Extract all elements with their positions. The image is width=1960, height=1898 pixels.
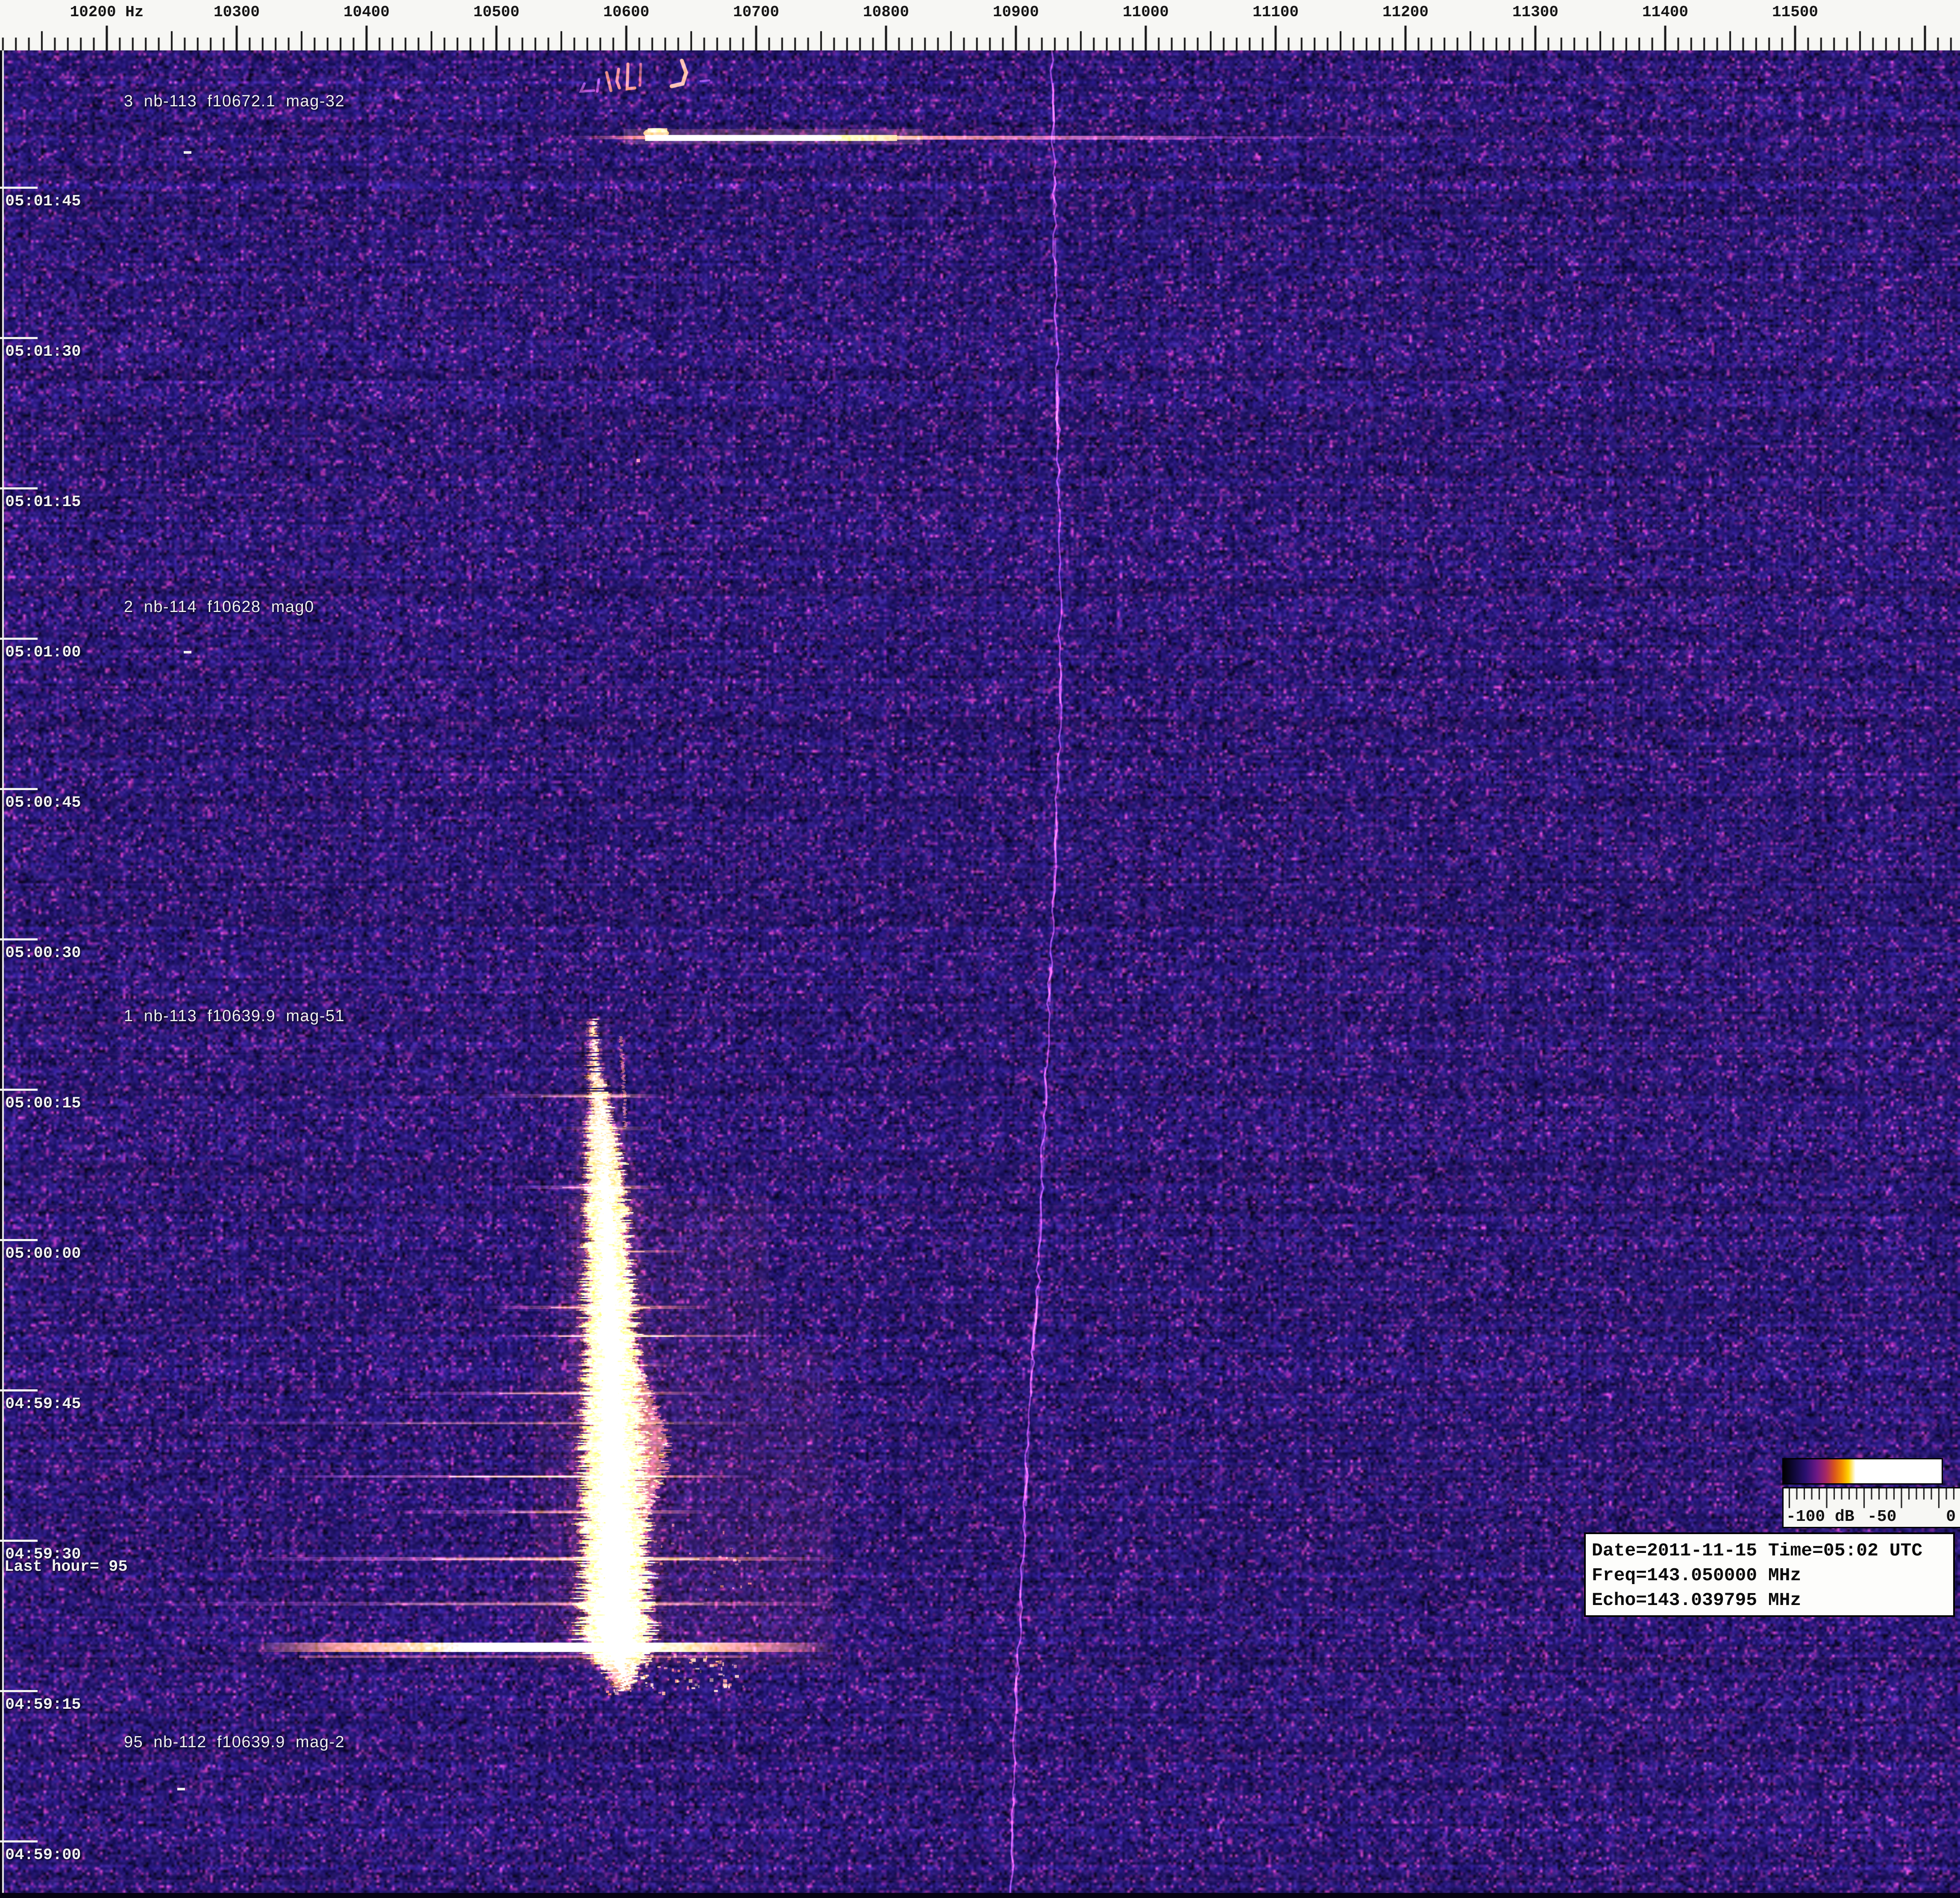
db-colorbar-scale: -100 dB -50 0 xyxy=(1782,1487,1960,1528)
time-tick-label: 05:00:45 xyxy=(5,794,81,812)
db-min-label: -100 dB xyxy=(1786,1508,1854,1526)
time-tick-label: 04:59:45 xyxy=(5,1395,81,1413)
freq-tick-label: 10800 xyxy=(863,3,909,21)
freq-tick-label: 10400 xyxy=(343,3,390,21)
meteor-event-label: 3 nb-113 f10672.1 mag-32 xyxy=(124,92,345,111)
freq-tick-label: 11100 xyxy=(1253,3,1299,21)
meteor-event-label: 1 nb-113 f10639.9 mag-51 xyxy=(124,1007,345,1025)
time-tick-label: 05:01:45 xyxy=(5,193,81,211)
meteor-event-dash xyxy=(184,151,191,154)
freq-tick-label: 10600 xyxy=(603,3,649,21)
time-tick-label: 04:59:15 xyxy=(5,1696,81,1714)
time-tick-mark xyxy=(0,1840,38,1842)
time-tick-mark xyxy=(0,1690,38,1692)
freq-tick-label: 11000 xyxy=(1123,3,1169,21)
time-tick-label: 05:00:15 xyxy=(5,1095,81,1113)
freq-tick-label: 11300 xyxy=(1512,3,1558,21)
time-tick-mark xyxy=(0,1089,38,1091)
time-tick-mark xyxy=(0,638,38,640)
freq-tick-label: 11200 xyxy=(1382,3,1429,21)
meteor-event-label: 95 nb-112 f10639.9 mag-2 xyxy=(124,1733,345,1752)
db-max-label: 0 xyxy=(1946,1508,1956,1526)
last-hour-counter: Last hour= 95 xyxy=(4,1558,128,1576)
freq-tick-label: 10900 xyxy=(993,3,1039,21)
time-tick-label: 05:00:30 xyxy=(5,944,81,962)
status-date-time: Date=2011-11-15 Time=05:02 UTC xyxy=(1592,1538,1953,1563)
time-tick-label: 05:01:00 xyxy=(5,644,81,662)
time-tick-mark xyxy=(0,788,38,790)
db-mid-label: -50 xyxy=(1867,1508,1896,1526)
frequency-ruler: 10200 Hz 10300 10400 10500 10600 10700 10800 10… xyxy=(0,0,1960,50)
time-tick-mark xyxy=(0,487,38,489)
freq-tick-label: 10300 xyxy=(214,3,260,21)
meteor-event-label: 2 nb-114 f10628 mag0 xyxy=(124,598,314,616)
time-tick-mark xyxy=(0,1389,38,1391)
freq-tick-label: 11400 xyxy=(1642,3,1688,21)
time-tick-mark xyxy=(0,938,38,940)
time-tick-label: 05:01:30 xyxy=(5,343,81,361)
freq-tick-label: 10200 Hz xyxy=(70,3,144,21)
freq-tick-label: 10700 xyxy=(733,3,779,21)
time-tick-mark xyxy=(0,187,38,189)
status-frequency: Freq=143.050000 MHz xyxy=(1592,1563,1953,1588)
meteor-event-dash xyxy=(177,1788,185,1790)
freq-tick-label: 10500 xyxy=(473,3,519,21)
status-echo-frequency: Echo=143.039795 MHz xyxy=(1592,1588,1953,1613)
time-tick-mark xyxy=(0,1540,38,1542)
time-tick-mark xyxy=(0,1239,38,1241)
time-tick-label: 05:01:15 xyxy=(5,493,81,511)
meteor-event-dash xyxy=(184,651,191,653)
db-colorbar-gradient xyxy=(1782,1458,1943,1485)
time-tick-label: 05:00:00 xyxy=(5,1245,81,1263)
freq-tick-label: 11500 xyxy=(1772,3,1818,21)
time-tick-mark xyxy=(0,337,38,339)
status-info-box: Date=2011-11-15 Time=05:02 UTC Freq=143.… xyxy=(1584,1532,1955,1617)
time-tick-label: 04:59:00 xyxy=(5,1846,81,1864)
